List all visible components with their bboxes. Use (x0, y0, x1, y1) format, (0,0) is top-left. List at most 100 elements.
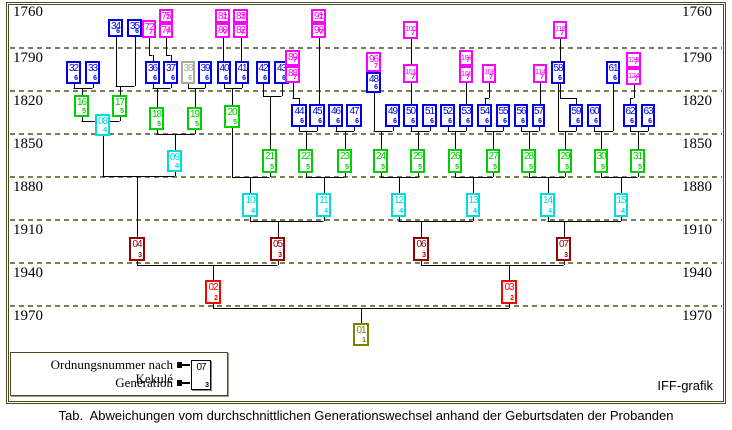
kekule-number: 07 (558, 239, 569, 250)
generation-digit: 7 (319, 29, 323, 36)
person-box-44: 44 6 (291, 104, 307, 127)
kekule-number: 54 (479, 106, 490, 117)
person-box-50: 50 6 (403, 104, 418, 127)
kekule-number: 22 (300, 151, 311, 162)
kekule-number: 125 (628, 55, 640, 64)
kekule-number: 32 (68, 63, 79, 74)
person-box-23: 23 5 (337, 149, 352, 173)
generation-digit: 6 (93, 75, 97, 82)
person-box-16: 16 5 (74, 95, 89, 117)
person-box-24: 24 5 (373, 149, 388, 173)
person-box-31: 31 5 (630, 149, 645, 173)
generation-digit: 1 (362, 337, 366, 344)
person-box-107: 107 7 (459, 50, 473, 66)
person-box-53: 53 6 (459, 104, 473, 127)
timeline-gridline-1850 (10, 133, 722, 135)
year-label-right-1760: 1760 (682, 4, 712, 20)
generation-digit: 6 (263, 75, 267, 82)
kekule-number: 12 (393, 195, 404, 206)
person-box-11: 11 4 (316, 193, 331, 217)
timeline-gridline-1940 (10, 262, 722, 264)
person-box-61: 61 6 (606, 61, 620, 84)
kekule-number: 11 (319, 195, 328, 206)
generation-digit: 6 (282, 75, 286, 82)
generation-digit: 7 (634, 76, 638, 83)
generation-digit: 7 (634, 59, 638, 66)
kekule-number: 62 (625, 106, 635, 117)
generation-digit: 5 (195, 121, 199, 128)
kekule-number: 34 (110, 21, 121, 32)
person-box-59: 59 6 (569, 104, 583, 127)
person-box-36: 36 6 (145, 61, 160, 84)
kekule-number: 30 (596, 151, 606, 162)
generation-digit: 4 (399, 208, 403, 215)
generation-digit: 6 (355, 118, 359, 125)
generation-digit: 3 (564, 252, 568, 259)
generation-digit: 6 (242, 75, 246, 82)
person-box-34: 34 6 (108, 19, 123, 37)
kekule-number: 114 (535, 67, 546, 76)
kekule-number: 31 (632, 151, 643, 162)
person-box-83: 83 7 (233, 9, 248, 23)
person-box-28: 28 5 (521, 149, 536, 173)
person-box-40: 40 6 (217, 61, 231, 84)
kekule-number: 108 (484, 67, 496, 76)
generation-digit: 7 (293, 74, 297, 81)
person-box-15: 15 4 (614, 193, 628, 217)
generation-digit: 6 (558, 75, 562, 82)
person-box-47: 47 6 (346, 104, 362, 127)
generation-digit: 5 (157, 121, 161, 128)
kekule-number: 51 (424, 106, 435, 117)
person-box-81: 81 7 (215, 9, 230, 23)
legend-example-kekule-number: 07 (196, 362, 206, 373)
person-box-51: 51 6 (422, 104, 437, 127)
person-box-89: 89 7 (285, 50, 300, 66)
generation-digit: 4 (473, 208, 477, 215)
year-label-right-1880: 1880 (682, 179, 712, 195)
kekule-number: 20 (227, 107, 237, 118)
person-box-58: 58 6 (551, 61, 565, 84)
person-box-13: 13 4 (466, 193, 480, 217)
kekule-number: 37 (165, 63, 176, 74)
person-box-20: 20 5 (224, 105, 240, 128)
person-box-06: 06 3 (413, 237, 429, 261)
person-box-41: 41 6 (235, 61, 249, 84)
person-box-05: 05 3 (270, 237, 285, 261)
kekule-number: 47 (349, 106, 359, 117)
generation-digit: 6 (430, 118, 434, 125)
generation-digit: 6 (503, 118, 507, 125)
kekule-number: 02 (208, 282, 218, 293)
timeline-gridline-1910 (10, 219, 722, 221)
year-label-left-1970: 1970 (13, 308, 43, 324)
kekule-number: 48 (368, 74, 379, 85)
kekule-number: 118 (555, 24, 566, 33)
person-box-01: 01 1 (353, 323, 369, 346)
generation-digit: 7 (489, 74, 493, 81)
generation-digit: 6 (188, 75, 192, 82)
timeline-gridline-1970 (10, 305, 722, 307)
legend-kekule-label: Ordnungsnummer nach Kekulé (50, 357, 173, 386)
person-box-52: 52 6 (440, 104, 455, 127)
generation-digit: 2 (214, 295, 218, 302)
kekule-number: 43 (276, 63, 287, 74)
person-box-124: 124 7 (626, 68, 641, 85)
person-box-91: 91 7 (311, 9, 326, 23)
kekule-number: 58 (553, 63, 563, 74)
generation-digit: 6 (466, 118, 470, 125)
person-box-101: 101 7 (403, 64, 418, 83)
kekule-number: 21 (264, 151, 275, 162)
caption: Tab. Abweichungen vom durchschnittlichen… (58, 408, 674, 423)
generation-digit: 7 (319, 14, 323, 21)
year-label-right-1910: 1910 (682, 222, 712, 238)
person-box-22: 22 5 (298, 149, 313, 173)
person-box-03: 03 2 (501, 280, 517, 304)
year-label-left-1850: 1850 (13, 136, 43, 152)
generation-digit: 6 (74, 75, 78, 82)
person-box-12: 12 4 (391, 193, 406, 217)
generation-digit: 4 (621, 208, 625, 215)
person-box-26: 26 5 (448, 149, 462, 173)
generation-digit: 6 (300, 118, 304, 125)
generation-digit: 6 (648, 118, 652, 125)
kekule-number: 13 (468, 195, 478, 206)
